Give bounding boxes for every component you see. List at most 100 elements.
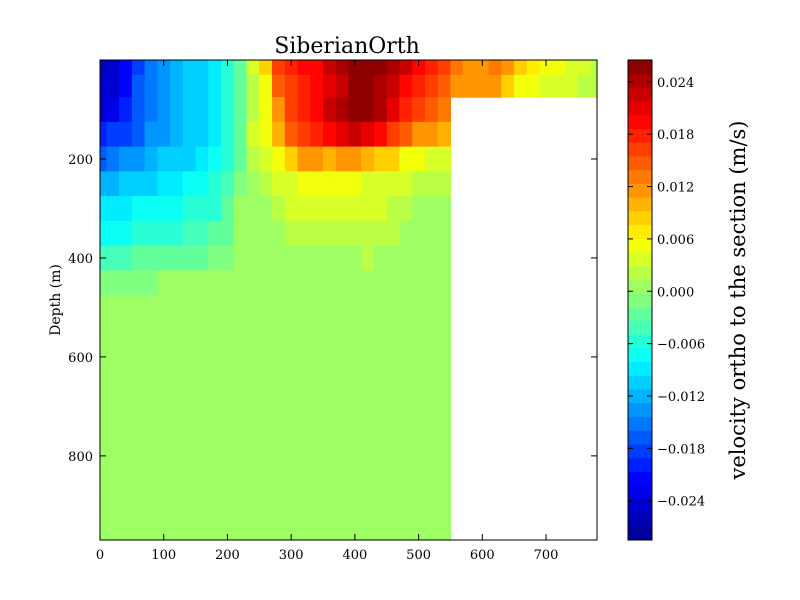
- field-cell: [182, 220, 197, 247]
- field-cell: [221, 60, 235, 76]
- field-cell: [233, 480, 248, 524]
- field-cell: [246, 522, 260, 541]
- colorbar-band: [628, 101, 652, 116]
- field-cell: [106, 220, 120, 247]
- field-cell: [131, 60, 146, 76]
- field-cell: [144, 196, 158, 222]
- field-cell: [424, 431, 439, 482]
- field-cell: [259, 196, 273, 222]
- field-cell: [412, 270, 426, 296]
- field-cell: [106, 381, 120, 432]
- field-cell: [361, 121, 375, 148]
- field-cell: [131, 171, 146, 197]
- x-axis: 0 100 200 300 400 500 600 700: [96, 60, 558, 563]
- field-cell: [170, 220, 184, 247]
- field-cell: [297, 480, 311, 524]
- field-cell: [131, 295, 146, 321]
- colorbar-tick-label: 0.024: [657, 76, 694, 91]
- field-cell: [437, 522, 452, 541]
- field-cell: [361, 196, 375, 222]
- field-cell: [565, 74, 579, 98]
- field-cell: [208, 60, 222, 76]
- field-cell: [272, 146, 286, 172]
- field-cell: [335, 344, 350, 383]
- field-cell: [100, 295, 107, 321]
- field-cell: [284, 270, 299, 296]
- field-cell: [373, 146, 388, 172]
- field-cell: [412, 74, 426, 98]
- field-cell: [386, 344, 401, 383]
- field-cell: [310, 381, 324, 432]
- colorbar-band: [628, 457, 652, 472]
- field-cell: [348, 220, 362, 247]
- field-cell: [106, 97, 120, 123]
- colorbar-band: [628, 142, 652, 157]
- colorbar-band: [628, 471, 652, 486]
- field-cell: [246, 60, 260, 76]
- field-cell: [437, 171, 452, 197]
- field-cell: [335, 220, 350, 247]
- field-cell: [106, 344, 120, 383]
- field-cell: [195, 319, 209, 346]
- field-cell: [157, 522, 171, 541]
- field-cell: [361, 522, 375, 541]
- field-cell: [424, 319, 439, 346]
- field-cell: [195, 522, 209, 541]
- field-cell: [221, 196, 235, 222]
- field-cell: [297, 344, 311, 383]
- field-cell: [246, 295, 260, 321]
- field-cell: [170, 74, 184, 98]
- field-cell: [208, 522, 222, 541]
- field-cell: [208, 220, 222, 247]
- field-cell: [221, 220, 235, 247]
- field-cell: [106, 480, 120, 524]
- field-cell: [437, 74, 452, 98]
- field-cell: [233, 319, 248, 346]
- field-cell: [488, 60, 503, 76]
- field-cell: [182, 522, 197, 541]
- field-cell: [119, 245, 133, 271]
- field-cell: [348, 480, 362, 524]
- field-cell: [361, 74, 375, 98]
- field-cell: [437, 196, 452, 222]
- field-cell: [157, 319, 171, 346]
- field-cell: [399, 220, 413, 247]
- field-cell: [348, 60, 362, 76]
- field-cell: [131, 270, 146, 296]
- field-cell: [144, 245, 158, 271]
- field-cell: [386, 295, 401, 321]
- field-cell: [259, 97, 273, 123]
- field-cell: [323, 270, 337, 296]
- field-cell: [100, 270, 107, 296]
- field-cell: [284, 431, 299, 482]
- field-cell: [208, 121, 222, 148]
- field-cell: [208, 270, 222, 296]
- field-cell: [386, 431, 401, 482]
- field-cell: [514, 60, 528, 76]
- field-cell: [297, 97, 311, 123]
- field-cell: [284, 97, 299, 123]
- field-cell: [424, 480, 439, 524]
- field-cell: [119, 171, 133, 197]
- colorbar-band: [628, 361, 652, 376]
- field-cell: [272, 344, 286, 383]
- field-cell: [335, 431, 350, 482]
- field-cell: [246, 344, 260, 383]
- colorbar-band: [628, 238, 652, 253]
- y-tick-label: 600: [68, 351, 93, 366]
- chart-title: SiberianOrth: [274, 34, 420, 59]
- field-cell: [182, 121, 197, 148]
- field-cell: [144, 146, 158, 172]
- field-cell: [170, 97, 184, 123]
- field-cell: [577, 60, 592, 76]
- field-cell: [100, 196, 107, 222]
- field-cell: [170, 171, 184, 197]
- field-cell: [284, 60, 299, 76]
- field-cell: [386, 171, 401, 197]
- field-cell: [157, 146, 171, 172]
- field-cell: [208, 319, 222, 346]
- field-cell: [399, 97, 413, 123]
- field-cell: [463, 74, 477, 98]
- field-cell: [100, 97, 107, 123]
- field-cell: [348, 295, 362, 321]
